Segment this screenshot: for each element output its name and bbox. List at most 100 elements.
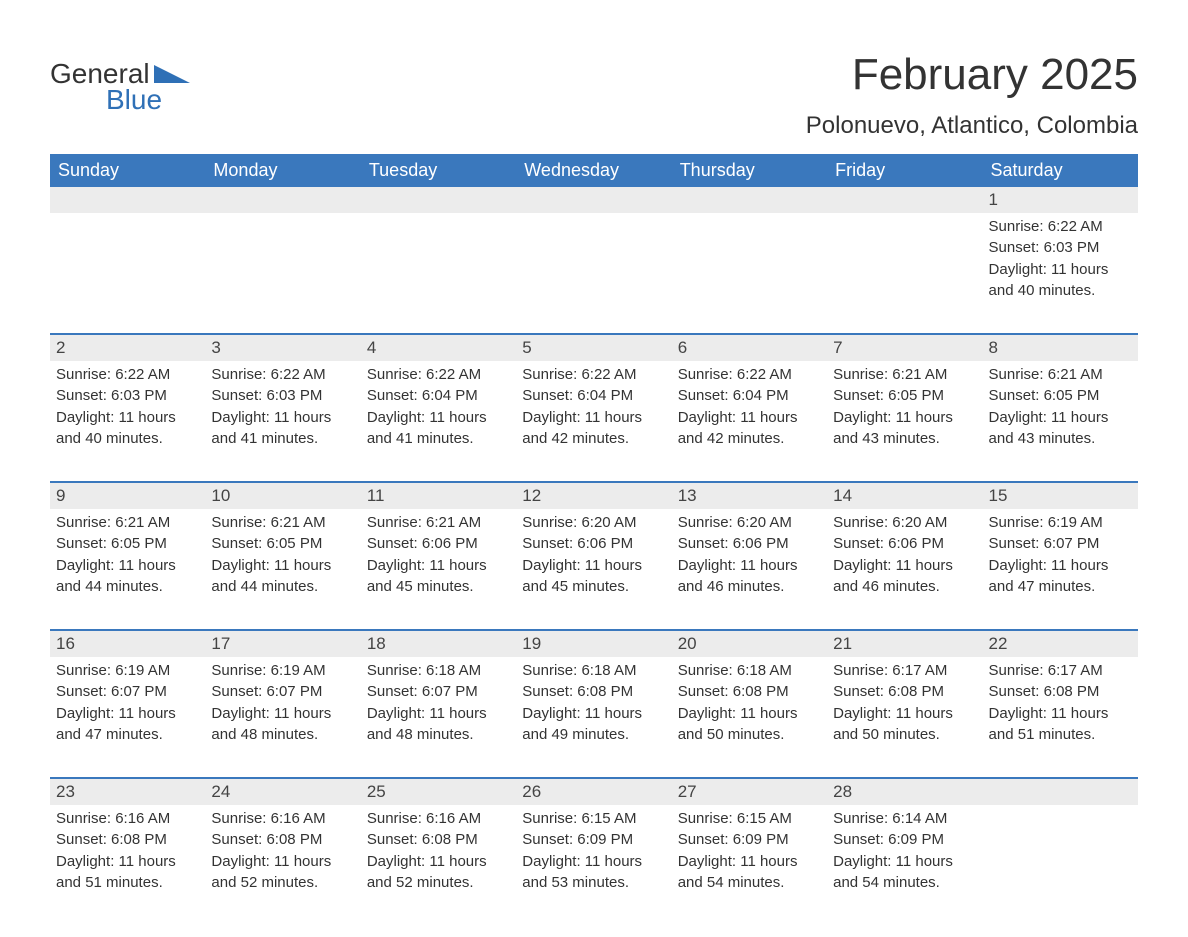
day-header-cell: Sunday	[50, 154, 205, 187]
daylight-line-2: and 54 minutes.	[678, 873, 821, 893]
daylight-line-1: Daylight: 11 hours	[989, 556, 1132, 576]
calendar-cell: 3Sunrise: 6:22 AMSunset: 6:03 PMDaylight…	[205, 335, 360, 453]
sunrise-line: Sunrise: 6:18 AM	[678, 661, 821, 681]
sunrise-line: Sunrise: 6:16 AM	[367, 809, 510, 829]
month-title: February 2025	[806, 50, 1138, 100]
cell-body: Sunrise: 6:21 AMSunset: 6:06 PMDaylight:…	[361, 509, 516, 600]
calendar-cell: 23Sunrise: 6:16 AMSunset: 6:08 PMDayligh…	[50, 779, 205, 897]
cell-body: Sunrise: 6:21 AMSunset: 6:05 PMDaylight:…	[205, 509, 360, 600]
day-number: 3	[205, 335, 360, 361]
calendar-cell	[361, 187, 516, 305]
sunset-line: Sunset: 6:06 PM	[522, 534, 665, 554]
calendar-cell: 28Sunrise: 6:14 AMSunset: 6:09 PMDayligh…	[827, 779, 982, 897]
daylight-line-2: and 41 minutes.	[367, 429, 510, 449]
sunset-line: Sunset: 6:08 PM	[56, 830, 199, 850]
week-row: 23Sunrise: 6:16 AMSunset: 6:08 PMDayligh…	[50, 777, 1138, 897]
cell-body: Sunrise: 6:22 AMSunset: 6:04 PMDaylight:…	[516, 361, 671, 452]
daylight-line-1: Daylight: 11 hours	[989, 260, 1132, 280]
cell-body: Sunrise: 6:18 AMSunset: 6:08 PMDaylight:…	[516, 657, 671, 748]
cell-body: Sunrise: 6:20 AMSunset: 6:06 PMDaylight:…	[672, 509, 827, 600]
sunrise-line: Sunrise: 6:22 AM	[211, 365, 354, 385]
cell-body: Sunrise: 6:20 AMSunset: 6:06 PMDaylight:…	[827, 509, 982, 600]
day-number	[672, 187, 827, 213]
sunset-line: Sunset: 6:04 PM	[522, 386, 665, 406]
daylight-line-2: and 52 minutes.	[367, 873, 510, 893]
day-number	[983, 779, 1138, 805]
day-number: 23	[50, 779, 205, 805]
sunrise-line: Sunrise: 6:22 AM	[989, 217, 1132, 237]
day-number: 28	[827, 779, 982, 805]
week-row: 9Sunrise: 6:21 AMSunset: 6:05 PMDaylight…	[50, 481, 1138, 601]
daylight-line-2: and 45 minutes.	[367, 577, 510, 597]
calendar-cell: 18Sunrise: 6:18 AMSunset: 6:07 PMDayligh…	[361, 631, 516, 749]
cell-body: Sunrise: 6:17 AMSunset: 6:08 PMDaylight:…	[983, 657, 1138, 748]
daylight-line-1: Daylight: 11 hours	[522, 556, 665, 576]
sunrise-line: Sunrise: 6:19 AM	[989, 513, 1132, 533]
daylight-line-1: Daylight: 11 hours	[833, 408, 976, 428]
calendar-cell: 8Sunrise: 6:21 AMSunset: 6:05 PMDaylight…	[983, 335, 1138, 453]
calendar-cell: 20Sunrise: 6:18 AMSunset: 6:08 PMDayligh…	[672, 631, 827, 749]
calendar-cell	[50, 187, 205, 305]
day-number: 12	[516, 483, 671, 509]
sunset-line: Sunset: 6:05 PM	[989, 386, 1132, 406]
day-number: 5	[516, 335, 671, 361]
day-number: 1	[983, 187, 1138, 213]
daylight-line-2: and 52 minutes.	[211, 873, 354, 893]
cell-body: Sunrise: 6:22 AMSunset: 6:03 PMDaylight:…	[983, 213, 1138, 304]
day-number	[50, 187, 205, 213]
daylight-line-1: Daylight: 11 hours	[211, 556, 354, 576]
sunrise-line: Sunrise: 6:22 AM	[522, 365, 665, 385]
cell-body: Sunrise: 6:16 AMSunset: 6:08 PMDaylight:…	[50, 805, 205, 896]
week-row: 2Sunrise: 6:22 AMSunset: 6:03 PMDaylight…	[50, 333, 1138, 453]
calendar-cell: 2Sunrise: 6:22 AMSunset: 6:03 PMDaylight…	[50, 335, 205, 453]
daylight-line-1: Daylight: 11 hours	[367, 852, 510, 872]
day-number: 16	[50, 631, 205, 657]
day-number: 27	[672, 779, 827, 805]
daylight-line-2: and 46 minutes.	[678, 577, 821, 597]
cell-body: Sunrise: 6:19 AMSunset: 6:07 PMDaylight:…	[50, 657, 205, 748]
cell-body: Sunrise: 6:16 AMSunset: 6:08 PMDaylight:…	[205, 805, 360, 896]
day-header-cell: Monday	[205, 154, 360, 187]
sunset-line: Sunset: 6:05 PM	[211, 534, 354, 554]
sunrise-line: Sunrise: 6:17 AM	[989, 661, 1132, 681]
daylight-line-2: and 42 minutes.	[678, 429, 821, 449]
daylight-line-2: and 47 minutes.	[989, 577, 1132, 597]
day-number: 4	[361, 335, 516, 361]
title-block: February 2025 Polonuevo, Atlantico, Colo…	[806, 50, 1138, 140]
sunset-line: Sunset: 6:05 PM	[833, 386, 976, 406]
sunrise-line: Sunrise: 6:21 AM	[833, 365, 976, 385]
sunset-line: Sunset: 6:07 PM	[989, 534, 1132, 554]
sunset-line: Sunset: 6:06 PM	[367, 534, 510, 554]
cell-body: Sunrise: 6:22 AMSunset: 6:03 PMDaylight:…	[50, 361, 205, 452]
daylight-line-1: Daylight: 11 hours	[367, 408, 510, 428]
daylight-line-2: and 41 minutes.	[211, 429, 354, 449]
daylight-line-1: Daylight: 11 hours	[522, 408, 665, 428]
day-number: 14	[827, 483, 982, 509]
sunrise-line: Sunrise: 6:21 AM	[367, 513, 510, 533]
header-row: General Blue February 2025 Polonuevo, At…	[50, 50, 1138, 140]
cell-body: Sunrise: 6:17 AMSunset: 6:08 PMDaylight:…	[827, 657, 982, 748]
daylight-line-2: and 46 minutes.	[833, 577, 976, 597]
sunrise-line: Sunrise: 6:22 AM	[56, 365, 199, 385]
daylight-line-2: and 47 minutes.	[56, 725, 199, 745]
day-number: 26	[516, 779, 671, 805]
calendar-cell: 21Sunrise: 6:17 AMSunset: 6:08 PMDayligh…	[827, 631, 982, 749]
day-number: 19	[516, 631, 671, 657]
calendar-cell: 17Sunrise: 6:19 AMSunset: 6:07 PMDayligh…	[205, 631, 360, 749]
sunrise-line: Sunrise: 6:18 AM	[367, 661, 510, 681]
day-header-row: SundayMondayTuesdayWednesdayThursdayFrid…	[50, 154, 1138, 187]
day-number: 22	[983, 631, 1138, 657]
sunset-line: Sunset: 6:08 PM	[522, 682, 665, 702]
sunset-line: Sunset: 6:08 PM	[989, 682, 1132, 702]
calendar-cell	[516, 187, 671, 305]
sunrise-line: Sunrise: 6:15 AM	[522, 809, 665, 829]
daylight-line-2: and 44 minutes.	[211, 577, 354, 597]
daylight-line-1: Daylight: 11 hours	[678, 556, 821, 576]
daylight-line-1: Daylight: 11 hours	[211, 408, 354, 428]
daylight-line-1: Daylight: 11 hours	[833, 556, 976, 576]
daylight-line-1: Daylight: 11 hours	[989, 408, 1132, 428]
sunset-line: Sunset: 6:09 PM	[522, 830, 665, 850]
cell-body: Sunrise: 6:22 AMSunset: 6:04 PMDaylight:…	[361, 361, 516, 452]
sunrise-line: Sunrise: 6:19 AM	[56, 661, 199, 681]
brand-word-2: Blue	[106, 84, 190, 116]
